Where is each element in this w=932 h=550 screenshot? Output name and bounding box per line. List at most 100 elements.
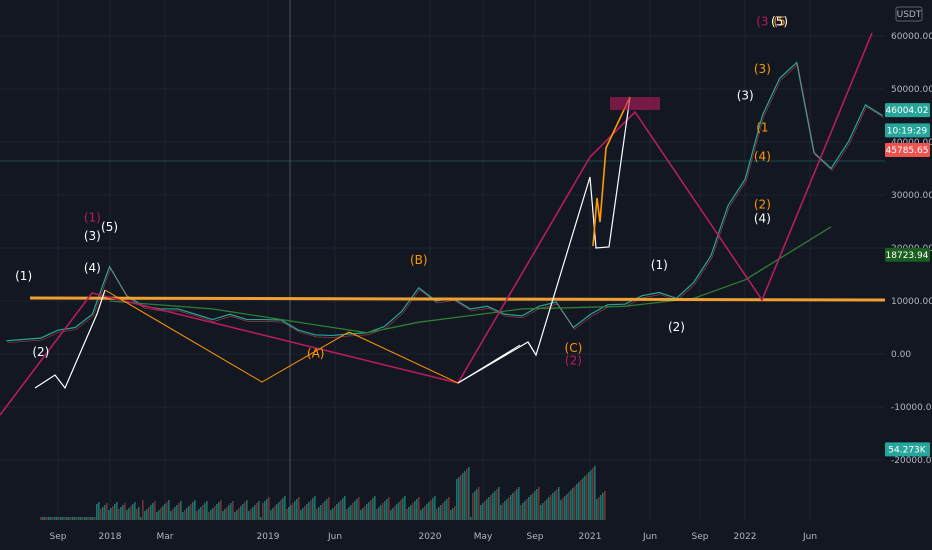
- volume-bar: [510, 495, 512, 520]
- volume-bar: [266, 499, 268, 520]
- volume-bar: [74, 517, 76, 520]
- volume-bar: [384, 501, 386, 520]
- x-tick-label: Sep: [692, 532, 709, 542]
- volume-bar: [328, 497, 330, 520]
- price-tag-bg: [885, 247, 930, 262]
- support-line: [29, 296, 886, 302]
- volume-bar: [80, 517, 82, 520]
- volume-bar: [336, 504, 338, 520]
- volume-bar: [598, 497, 600, 520]
- volume-bar: [102, 507, 104, 520]
- volume-bar: [412, 503, 414, 520]
- volume-bar: [334, 506, 336, 520]
- price-tag: 54.273K: [888, 445, 926, 455]
- volume-bar: [476, 489, 478, 520]
- volume-bar: [556, 489, 558, 520]
- volume-bar: [58, 517, 60, 520]
- magenta-wave-path: [0, 32, 873, 416]
- volume-bar: [552, 493, 554, 520]
- volume-bar: [352, 503, 354, 520]
- volume-bar: [466, 469, 468, 520]
- price-tag-bg: [885, 103, 930, 118]
- volume-bar: [570, 490, 572, 520]
- volume-bar: [350, 505, 352, 520]
- volume-bar: [232, 501, 234, 520]
- volume-bar: [86, 517, 88, 520]
- wave-label: (2): [32, 345, 49, 359]
- volume-bar: [386, 499, 388, 520]
- x-tick-label: 2021: [579, 532, 602, 542]
- volume-bar: [562, 498, 564, 520]
- volume-bar: [330, 510, 332, 520]
- volume-bar: [498, 487, 500, 520]
- white-wave-2: [457, 96, 631, 384]
- volume-bar: [332, 508, 334, 520]
- wave-label: (3: [756, 14, 768, 28]
- wave-label: (4): [84, 261, 101, 275]
- volume-bar: [584, 476, 586, 520]
- volume-bar: [550, 495, 552, 520]
- volume-bar: [178, 503, 180, 520]
- volume-bar: [590, 470, 592, 520]
- volume-bar: [46, 517, 48, 520]
- currency-badge-frame: [895, 6, 923, 22]
- volume-bar: [396, 504, 398, 520]
- volume-bar: [296, 499, 298, 520]
- volume-bar: [270, 510, 272, 520]
- volume-bar: [78, 517, 80, 520]
- volume-bar: [360, 510, 362, 520]
- price-tag-bg: [885, 442, 930, 457]
- volume-bar: [388, 497, 390, 520]
- wave-label: (4): [754, 150, 771, 164]
- volume-bar: [198, 509, 200, 520]
- volume-bar: [398, 502, 400, 520]
- volume-bar: [106, 503, 108, 520]
- x-tick-label: Mar: [157, 532, 174, 542]
- volume-bar: [122, 505, 124, 520]
- volume-bar: [118, 509, 120, 520]
- moving-average-line: [109, 226, 832, 334]
- volume-bar: [370, 500, 372, 520]
- volume-bar: [464, 471, 466, 520]
- volume-bar: [304, 506, 306, 520]
- volume-bar: [526, 499, 528, 520]
- volume-bar: [92, 517, 94, 520]
- volume-bar: [258, 501, 260, 520]
- volume-bar: [468, 467, 470, 520]
- x-tick-label: Sep: [50, 532, 67, 542]
- volume-bar: [594, 466, 596, 520]
- y-tick-label: 60000.00: [891, 32, 932, 42]
- y-tick-label: 30000.00: [891, 191, 932, 201]
- price-axis-panel: [885, 0, 932, 550]
- volume-bar: [234, 512, 236, 520]
- y-tick-label: 0.00: [891, 350, 911, 360]
- y-tick-label: 50000.00: [891, 85, 932, 95]
- volume-bar: [276, 504, 278, 520]
- volume-bar: [314, 496, 316, 520]
- volume-bar: [482, 503, 484, 520]
- volume-bar: [368, 502, 370, 520]
- volume-bar: [480, 505, 482, 520]
- volume-bar: [512, 493, 514, 520]
- volume-bar: [548, 497, 550, 520]
- volume-bar: [272, 508, 274, 520]
- volume-bar: [474, 491, 476, 520]
- volume-bar: [536, 489, 538, 520]
- volume-bar: [428, 502, 430, 520]
- volume-bar: [192, 502, 194, 520]
- volume-bar: [194, 500, 196, 520]
- volume-bar: [170, 511, 172, 520]
- y-tick-label: 10000.00: [891, 297, 932, 307]
- wave-label: (1: [756, 120, 768, 134]
- volume-bar: [586, 474, 588, 520]
- volume-bar: [602, 493, 604, 520]
- volume-bar: [268, 497, 270, 520]
- volume-bar: [572, 488, 574, 520]
- wave-label: (3): [737, 89, 754, 103]
- volume-bar: [116, 502, 118, 520]
- volume-bar: [44, 517, 46, 520]
- x-tick-label: Jun: [642, 532, 657, 542]
